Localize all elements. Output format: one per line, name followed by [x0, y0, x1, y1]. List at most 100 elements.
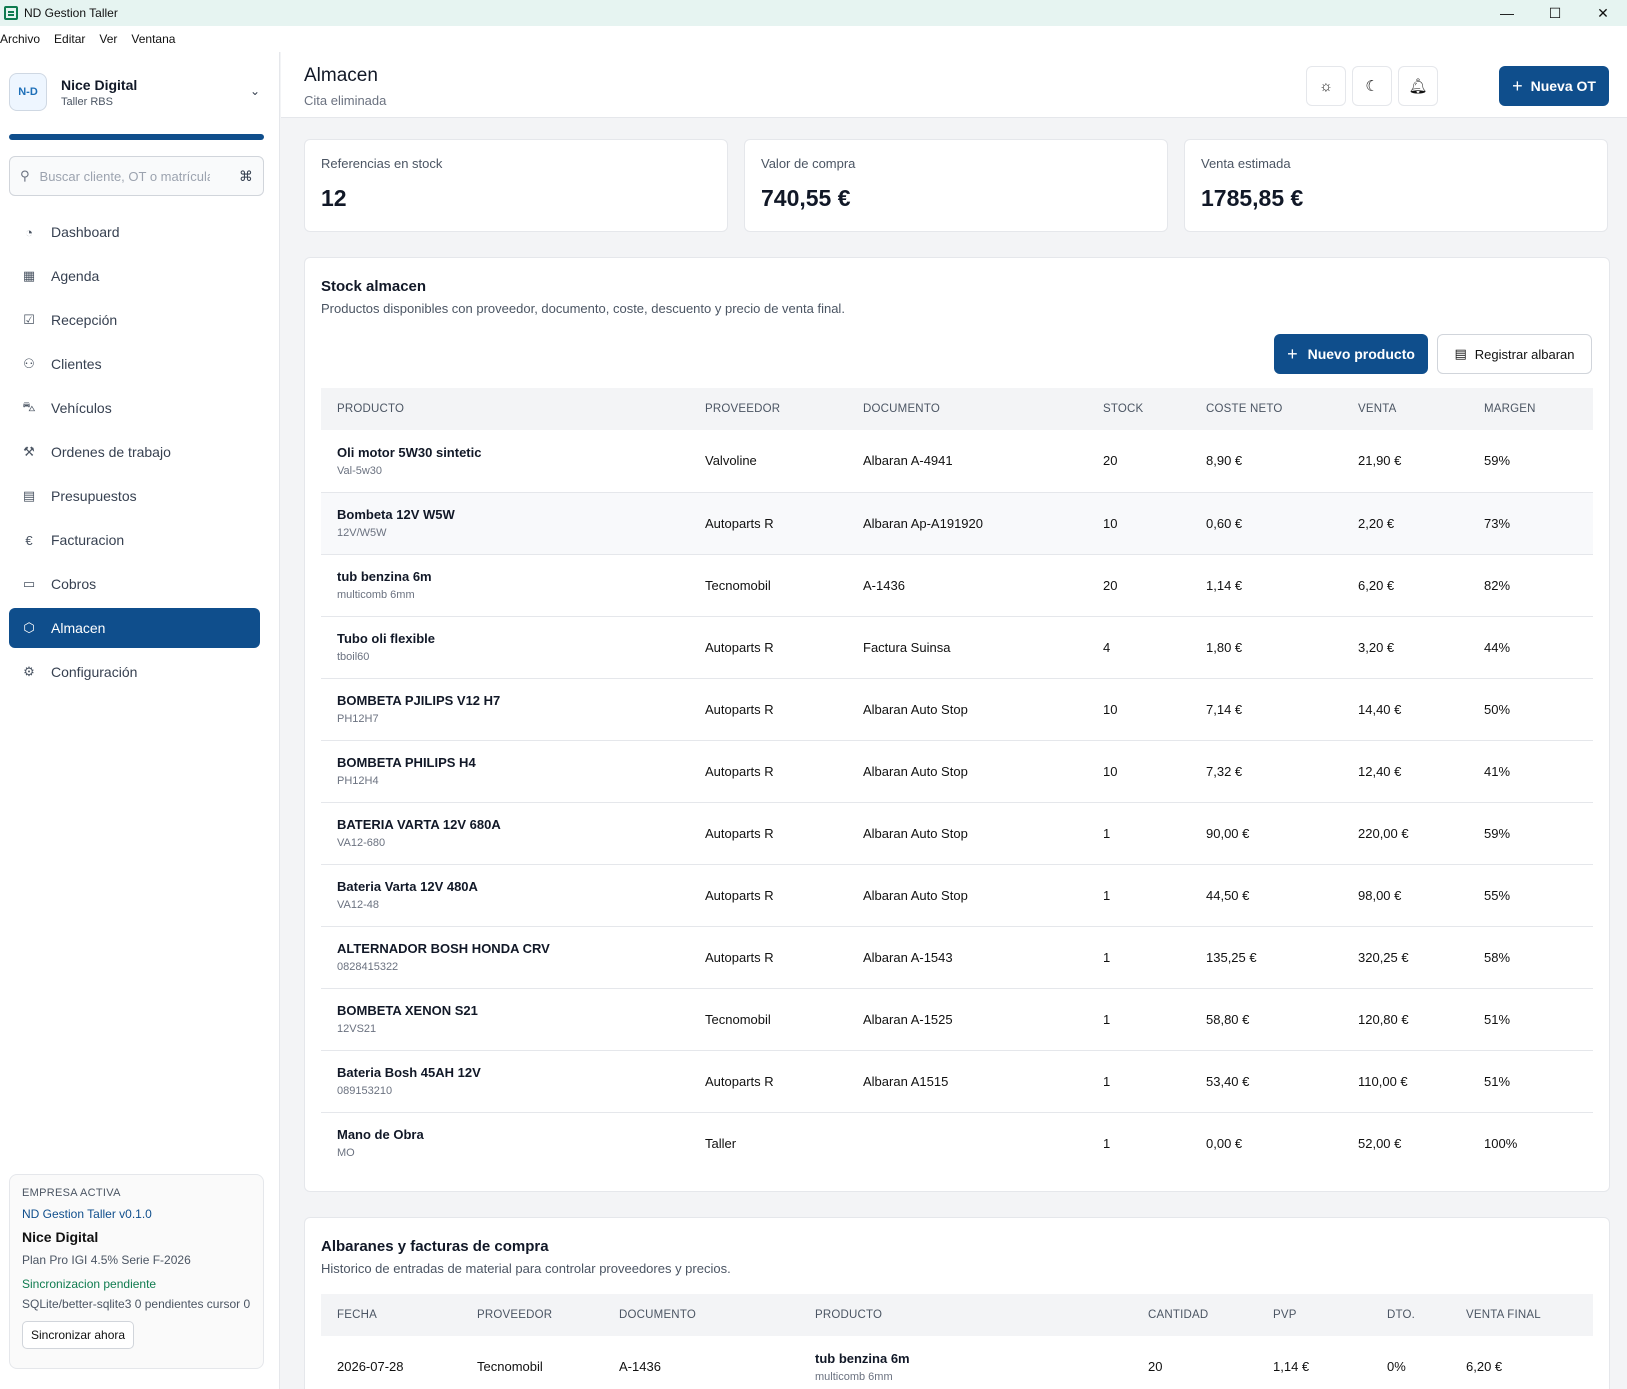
- sync-status: Sincronizacion pendiente: [22, 1277, 157, 1291]
- table-row[interactable]: Oli motor 5W30 sintetic Val-5w30 Valvolin…: [321, 430, 1593, 493]
- table-row[interactable]: ALTERNADOR BOSH HONDA CRV 0828415322 Auto…: [321, 926, 1593, 989]
- stock-cell: 10: [1087, 678, 1190, 741]
- chevron-down-icon[interactable]: ⌄: [249, 84, 260, 98]
- sale-cell: 110,00 €: [1342, 1050, 1468, 1113]
- sidebar-item-label: Facturacion: [51, 532, 125, 548]
- bell-icon: 🔔︎: [1408, 78, 1428, 95]
- provider-cell: Autoparts R: [689, 678, 847, 741]
- product-code: 089153210: [337, 1085, 393, 1097]
- wrench-icon: ⚒: [23, 444, 35, 459]
- product-code: PH12H7: [337, 713, 379, 725]
- minimize-button[interactable]: —: [1500, 5, 1514, 21]
- table-row[interactable]: Mano de Obra MO Taller 1 0,00 € 52,00 € 1…: [321, 1112, 1593, 1174]
- table-row[interactable]: Tubo oli flexible tboil60 Autoparts R Fac…: [321, 616, 1593, 679]
- new-product-label: Nuevo producto: [1307, 346, 1415, 362]
- sidebar-item-agenda[interactable]: ▦ Agenda: [9, 256, 260, 296]
- light-theme-button[interactable]: ☼: [1306, 66, 1346, 106]
- app-version: ND Gestion Taller v0.1.0: [22, 1207, 152, 1221]
- product-name: Oli motor 5W30 sintetic: [337, 444, 482, 460]
- menu-editar[interactable]: Editar: [54, 32, 86, 46]
- table-row[interactable]: BOMBETA PJILIPS V12 H7 PH12H7 Autoparts R…: [321, 678, 1593, 741]
- cost-cell: 90,00 €: [1190, 802, 1342, 865]
- stat-card-estimated-sale: Venta estimada 1785,85 €: [1184, 139, 1608, 232]
- column-header: DOCUMENTO: [847, 388, 1087, 430]
- margin-cell: 51%: [1468, 1050, 1593, 1113]
- sync-now-button[interactable]: Sincronizar ahora: [22, 1321, 135, 1349]
- stock-cell: 10: [1087, 740, 1190, 803]
- sidebar-nav: ◔ Dashboard ▦ Agenda ☑ Recepción ⚇ Clien…: [9, 212, 260, 696]
- new-ot-button[interactable]: + Nueva OT: [1499, 66, 1609, 106]
- stat-card-purchase-value: Valor de compra 740,55 €: [744, 139, 1168, 232]
- sidebar-item-cobros[interactable]: ▭ Cobros: [9, 564, 260, 604]
- cost-cell: 7,32 €: [1190, 740, 1342, 803]
- menu-ver[interactable]: Ver: [99, 32, 118, 46]
- menu-archivo[interactable]: Archivo: [0, 32, 41, 46]
- active-company-name: Nice Digital: [22, 1229, 99, 1245]
- notifications-button[interactable]: 🔔︎: [1398, 66, 1438, 106]
- table-row[interactable]: BOMBETA PHILIPS H4 PH12H4 Autoparts R Alb…: [321, 740, 1593, 803]
- table-row[interactable]: Bombeta 12V W5W 12V/W5W Autoparts R Albar…: [321, 492, 1593, 555]
- document-icon: ▤: [1454, 346, 1467, 361]
- column-header: VENTA: [1342, 388, 1468, 430]
- file-icon: ▤: [22, 488, 36, 503]
- cost-cell: 8,90 €: [1190, 430, 1342, 493]
- purchases-table: FECHA PROVEEDOR DOCUMENTO PRODUCTO CANTI…: [321, 1294, 1593, 1389]
- provider-cell: Autoparts R: [689, 926, 847, 989]
- sidebar-item-almacen[interactable]: ⬡ Almacen: [9, 608, 260, 648]
- stat-value: 740,55 €: [761, 185, 851, 211]
- sidebar: N-D Nice Digital Taller RBS ⌄ ⚲ ⌘ ◔ Dash…: [0, 52, 280, 1389]
- company-switcher[interactable]: N-D Nice Digital Taller RBS ⌄: [9, 72, 264, 112]
- dark-theme-button[interactable]: ☾: [1352, 66, 1392, 106]
- discount-cell: 0%: [1371, 1336, 1450, 1389]
- page-subtitle: Cita eliminada: [304, 93, 387, 108]
- sidebar-item-presupuestos[interactable]: ▤ Presupuestos: [9, 476, 260, 516]
- column-header: PROVEEDOR: [461, 1294, 603, 1336]
- close-button[interactable]: ✕: [1597, 4, 1609, 21]
- sidebar-item-clientes[interactable]: ⚇ Clientes: [9, 344, 260, 384]
- maximize-button[interactable]: ☐: [1548, 4, 1562, 21]
- provider-cell: Autoparts R: [689, 492, 847, 555]
- table-row[interactable]: BOMBETA XENON S21 12VS21 Tecnomobil Albar…: [321, 988, 1593, 1051]
- sale-cell: 220,00 €: [1342, 802, 1468, 865]
- sale-cell: 320,25 €: [1342, 926, 1468, 989]
- sidebar-item-ordenes[interactable]: ⚒ Ordenes de trabajo: [9, 432, 260, 472]
- new-product-button[interactable]: + Nuevo producto: [1274, 334, 1428, 374]
- cost-cell: 7,14 €: [1190, 678, 1342, 741]
- table-row[interactable]: Bateria Bosh 45AH 12V 089153210 Autoparts…: [321, 1050, 1593, 1113]
- quantity-cell: 20: [1132, 1336, 1257, 1389]
- sidebar-item-recepcion[interactable]: ☑ Recepción: [9, 300, 260, 340]
- table-row[interactable]: 2026-07-28 Tecnomobil A-1436 tub benzina…: [321, 1336, 1593, 1389]
- main-content: Referencias en stock 12 Valor de compra …: [281, 119, 1627, 1389]
- menu-ventana[interactable]: Ventana: [131, 32, 176, 46]
- table-row[interactable]: Bateria Varta 12V 480A VA12-48 Autoparts …: [321, 864, 1593, 927]
- provider-cell: Autoparts R: [689, 1050, 847, 1113]
- cost-cell: 135,25 €: [1190, 926, 1342, 989]
- sidebar-item-facturacion[interactable]: € Facturacion: [9, 520, 260, 560]
- gauge-icon: ◔: [25, 224, 33, 240]
- sale-cell: 98,00 €: [1342, 864, 1468, 927]
- document-cell: A-1436: [603, 1336, 799, 1389]
- stock-cell: 10: [1087, 492, 1190, 555]
- margin-cell: 41%: [1468, 740, 1593, 803]
- product-code: 0828415322: [337, 961, 399, 973]
- table-row[interactable]: BATERIA VARTA 12V 680A VA12-680 Autoparts…: [321, 802, 1593, 865]
- document-cell: Albaran Auto Stop: [847, 740, 1087, 803]
- sidebar-item-label: Vehículos: [51, 400, 112, 416]
- cost-cell: 0,60 €: [1190, 492, 1342, 555]
- purchases-table-header: FECHA PROVEEDOR DOCUMENTO PRODUCTO CANTI…: [321, 1294, 1593, 1336]
- document-cell: Albaran Auto Stop: [847, 864, 1087, 927]
- register-albaran-button[interactable]: ▤ Registrar albaran: [1437, 334, 1592, 374]
- table-row[interactable]: tub benzina 6m multicomb 6mm Tecnomobil A…: [321, 554, 1593, 617]
- cost-cell: 53,40 €: [1190, 1050, 1342, 1113]
- sale-cell: 2,20 €: [1342, 492, 1468, 555]
- product-code: MO: [337, 1147, 355, 1160]
- search-input[interactable]: [39, 168, 210, 184]
- search-box[interactable]: ⚲ ⌘: [9, 156, 264, 196]
- sidebar-item-label: Ordenes de trabajo: [51, 444, 171, 460]
- sidebar-item-configuracion[interactable]: ⚙ Configuración: [9, 652, 260, 692]
- sidebar-item-vehiculos[interactable]: ⛍ Vehículos: [9, 388, 260, 428]
- product-code: VA12-48: [337, 899, 379, 911]
- sidebar-item-dashboard[interactable]: ◔ Dashboard: [9, 212, 260, 252]
- product-name: BOMBETA XENON S21: [337, 1003, 478, 1018]
- provider-cell: Tecnomobil: [461, 1336, 603, 1389]
